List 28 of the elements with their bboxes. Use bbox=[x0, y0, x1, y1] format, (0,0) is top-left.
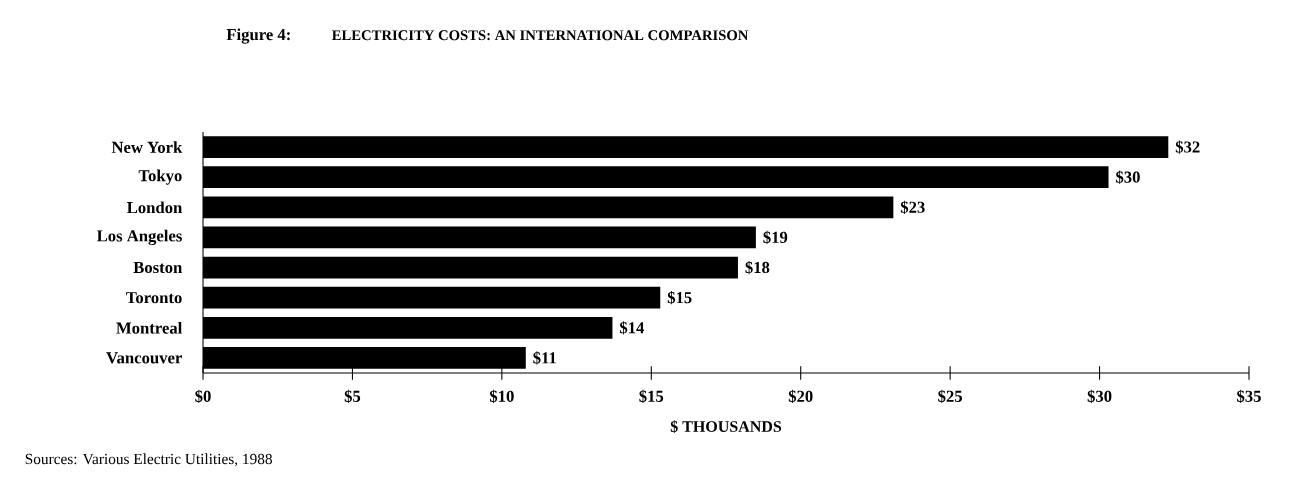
y-tick-label: Montreal bbox=[116, 321, 183, 334]
data-label: $23 bbox=[900, 200, 925, 214]
y-tick-label: New York bbox=[111, 141, 183, 153]
data-label: $14 bbox=[619, 321, 645, 335]
chart-subtitle: ELECTRICITY COSTS: AN INTERNATIONAL COMPARISON bbox=[331, 30, 749, 41]
chart-title: Figure 4: bbox=[226, 28, 290, 44]
y-tick-label: Los Angeles bbox=[96, 229, 182, 246]
data-label: $15 bbox=[667, 291, 692, 305]
y-tick-label: Toronto bbox=[126, 292, 182, 304]
data-label: $19 bbox=[763, 230, 788, 245]
x-axis-title: $ THOUSANDS bbox=[670, 420, 782, 433]
y-tick-label: London bbox=[127, 201, 183, 214]
source-note: Sources: Various Electric Utilities, 1988 bbox=[25, 453, 273, 467]
x-tick-label: $20 bbox=[788, 389, 813, 404]
x-tick-label: $15 bbox=[639, 389, 664, 404]
data-label: $18 bbox=[745, 260, 770, 275]
x-tick-label: $10 bbox=[489, 389, 514, 404]
y-tick-label: Boston bbox=[133, 262, 183, 274]
x-tick-label: $25 bbox=[938, 389, 963, 404]
x-tick-label: $5 bbox=[344, 389, 361, 404]
x-tick-label: $30 bbox=[1087, 389, 1112, 404]
y-tick-label: Vancouver bbox=[106, 352, 182, 364]
x-tick-label: $35 bbox=[1237, 389, 1261, 404]
data-label: $11 bbox=[533, 351, 556, 365]
data-label: $30 bbox=[1116, 170, 1140, 184]
y-tick-label: Tokyo bbox=[138, 169, 182, 185]
x-tick-label: $0 bbox=[195, 389, 211, 404]
data-label: $32 bbox=[1175, 140, 1200, 154]
